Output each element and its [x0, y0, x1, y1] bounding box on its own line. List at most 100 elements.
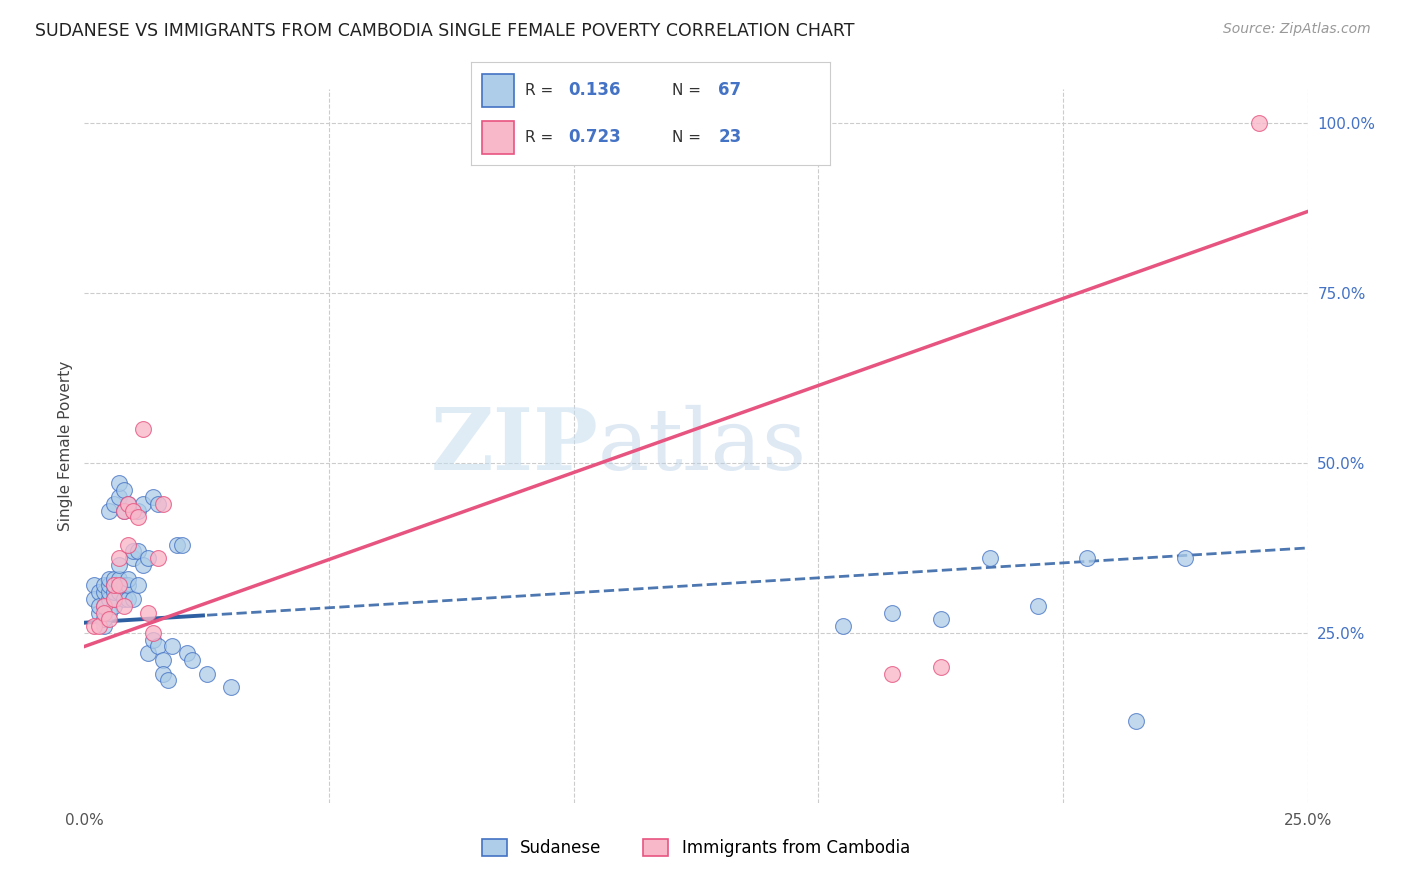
Point — [117, 497, 139, 511]
Text: 0.136: 0.136 — [568, 81, 620, 99]
Point — [93, 619, 115, 633]
Point — [103, 578, 125, 592]
Point — [1076, 551, 1098, 566]
Point — [146, 497, 169, 511]
Point — [152, 497, 174, 511]
Point — [132, 558, 155, 572]
Text: N =: N = — [672, 130, 706, 145]
Point — [112, 503, 135, 517]
Point — [195, 666, 218, 681]
Point — [117, 497, 139, 511]
Point — [1125, 714, 1147, 729]
Point — [87, 599, 110, 613]
Text: 23: 23 — [718, 128, 741, 146]
Point — [93, 599, 115, 613]
Point — [929, 612, 952, 626]
Point — [112, 591, 135, 606]
Bar — [482, 74, 515, 106]
Point — [117, 591, 139, 606]
Point — [97, 591, 120, 606]
Point — [103, 578, 125, 592]
Point — [103, 585, 125, 599]
Point — [97, 503, 120, 517]
Point — [83, 591, 105, 606]
Point — [117, 578, 139, 592]
Text: R =: R = — [524, 130, 558, 145]
Point — [176, 646, 198, 660]
Point — [146, 551, 169, 566]
Y-axis label: Single Female Poverty: Single Female Poverty — [58, 361, 73, 531]
Point — [103, 497, 125, 511]
Point — [97, 578, 120, 592]
Point — [142, 626, 165, 640]
Point — [103, 572, 125, 586]
Point — [181, 653, 204, 667]
Point — [87, 585, 110, 599]
Point — [831, 619, 853, 633]
Point — [152, 666, 174, 681]
Point — [127, 503, 149, 517]
Point — [83, 619, 105, 633]
Point — [152, 653, 174, 667]
Point — [107, 572, 129, 586]
Point — [979, 551, 1001, 566]
Point — [142, 490, 165, 504]
Point — [136, 551, 159, 566]
Point — [132, 422, 155, 436]
Point — [127, 544, 149, 558]
Point — [1028, 599, 1050, 613]
Point — [880, 666, 903, 681]
Text: 0.723: 0.723 — [568, 128, 620, 146]
Point — [117, 537, 139, 551]
Point — [112, 599, 135, 613]
Point — [219, 680, 242, 694]
Text: SUDANESE VS IMMIGRANTS FROM CAMBODIA SINGLE FEMALE POVERTY CORRELATION CHART: SUDANESE VS IMMIGRANTS FROM CAMBODIA SIN… — [35, 22, 855, 40]
Point — [107, 578, 129, 592]
Point — [122, 544, 145, 558]
Point — [97, 612, 120, 626]
Point — [107, 585, 129, 599]
Point — [93, 585, 115, 599]
Point — [107, 558, 129, 572]
Point — [97, 585, 120, 599]
Bar — [482, 121, 515, 153]
Point — [112, 503, 135, 517]
Point — [112, 578, 135, 592]
Text: ZIP: ZIP — [430, 404, 598, 488]
Point — [112, 483, 135, 498]
Point — [146, 640, 169, 654]
Point — [132, 497, 155, 511]
Point — [122, 551, 145, 566]
Text: 67: 67 — [718, 81, 741, 99]
Point — [122, 503, 145, 517]
Point — [107, 476, 129, 491]
Point — [1174, 551, 1197, 566]
Point — [97, 606, 120, 620]
Point — [103, 591, 125, 606]
Point — [122, 591, 145, 606]
Point — [93, 612, 115, 626]
Text: Source: ZipAtlas.com: Source: ZipAtlas.com — [1223, 22, 1371, 37]
Text: atlas: atlas — [598, 404, 807, 488]
Point — [87, 606, 110, 620]
Point — [166, 537, 188, 551]
Text: R =: R = — [524, 83, 558, 97]
Point — [880, 606, 903, 620]
Point — [127, 510, 149, 524]
Text: N =: N = — [672, 83, 706, 97]
Point — [156, 673, 179, 688]
Point — [117, 572, 139, 586]
Point — [93, 606, 115, 620]
Point — [107, 551, 129, 566]
Point — [103, 599, 125, 613]
Point — [136, 646, 159, 660]
Point — [83, 578, 105, 592]
Point — [103, 591, 125, 606]
Point — [97, 572, 120, 586]
Point — [107, 490, 129, 504]
Point — [162, 640, 184, 654]
Point — [87, 619, 110, 633]
Point — [136, 606, 159, 620]
Point — [1247, 116, 1270, 130]
Point — [929, 660, 952, 674]
